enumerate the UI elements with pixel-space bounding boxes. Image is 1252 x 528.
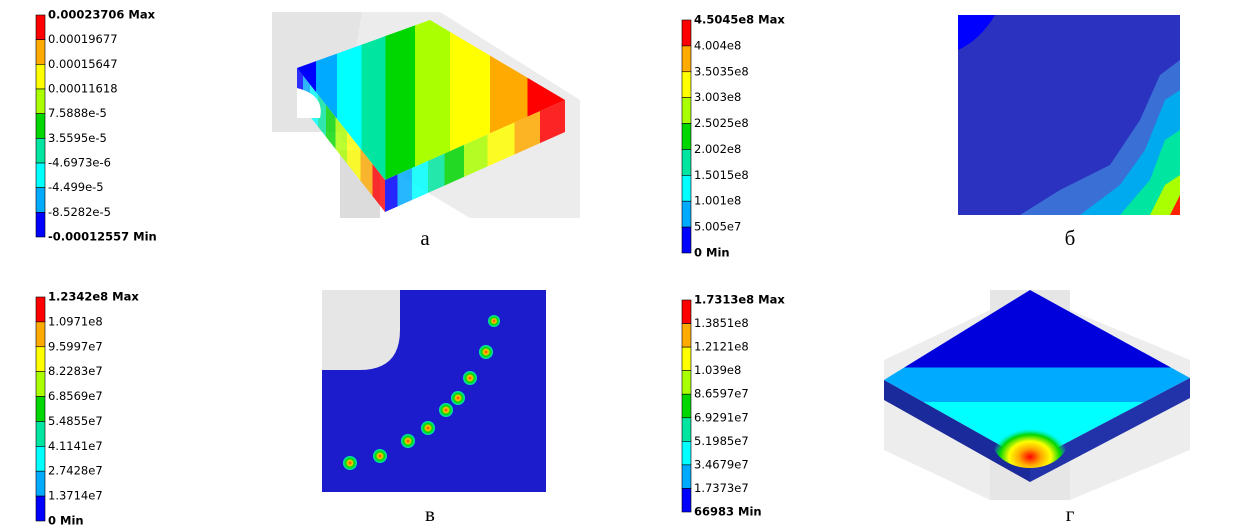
- legend-label: 3.003e8: [694, 90, 741, 104]
- legend-label: 1.3714e7: [48, 489, 103, 503]
- legend-label: 4.004e8: [694, 38, 741, 52]
- legend-label: 8.2283e7: [48, 364, 103, 378]
- legend-swatch: [682, 300, 691, 324]
- legend-label: 6.8569e7: [48, 389, 103, 403]
- legend-label: 0.00019677: [48, 32, 118, 46]
- legend-label: 3.5595e-5: [48, 131, 107, 145]
- legend-swatch: [682, 227, 691, 253]
- legend-label: 6.9291e7: [694, 410, 749, 424]
- legend-label: 1.2342e8 Max: [48, 290, 139, 304]
- legend-label: 1.3851e8: [694, 316, 749, 330]
- caption: в: [425, 502, 435, 526]
- legend-swatch: [36, 15, 45, 40]
- legend-swatch: [682, 149, 691, 175]
- legend-swatch: [36, 64, 45, 89]
- legend-label: 0.00023706 Max: [48, 8, 156, 22]
- caption: б: [1065, 226, 1076, 250]
- legend-label: 4.1141e7: [48, 439, 103, 453]
- legend-swatch: [36, 496, 45, 521]
- legend-label: 0 Min: [48, 514, 84, 528]
- caption: г: [1066, 502, 1075, 526]
- legend-swatch: [682, 394, 691, 418]
- legend-swatch: [682, 20, 691, 46]
- legend-label: 3.5035e8: [694, 64, 749, 78]
- caption: а: [420, 226, 430, 250]
- legend-label: 2.002e8: [694, 142, 741, 156]
- legend-label: 1.039e8: [694, 363, 741, 377]
- legend-label: 1.7373e7: [694, 481, 749, 495]
- legend-swatch: [36, 89, 45, 114]
- legend-label: 2.5025e8: [694, 116, 749, 130]
- legend-swatch: [36, 446, 45, 471]
- legend-swatch: [682, 465, 691, 489]
- legend-label: 7.5888e-5: [48, 106, 107, 120]
- legend-swatch: [36, 347, 45, 372]
- legend-swatch: [36, 163, 45, 188]
- legend-swatch: [682, 72, 691, 98]
- legend-label: 0 Min: [694, 246, 730, 260]
- legend-swatch: [36, 297, 45, 322]
- legend-swatch: [682, 46, 691, 72]
- image-c: [322, 290, 546, 492]
- legend-swatch: [682, 324, 691, 348]
- legend-swatch: [36, 212, 45, 237]
- image-a: [272, 12, 580, 218]
- legend-label: 1.2121e8: [694, 340, 749, 354]
- legend-swatch: [682, 175, 691, 201]
- legend-swatch: [36, 114, 45, 139]
- legend-swatch: [682, 347, 691, 371]
- legend-label: 8.6597e7: [694, 387, 749, 401]
- legend-swatch: [682, 371, 691, 395]
- legend-label: 9.5997e7: [48, 339, 103, 353]
- legend-swatch: [682, 124, 691, 150]
- legend-label: 3.4679e7: [694, 457, 749, 471]
- legend-swatch: [682, 98, 691, 124]
- legend-swatch: [682, 201, 691, 227]
- legend-label: 5.1985e7: [694, 434, 749, 448]
- legend-label: 1.001e8: [694, 194, 741, 208]
- legend-label: 5.4855e7: [48, 414, 103, 428]
- legend-label: 4.5045e8 Max: [694, 13, 785, 27]
- legend-label: 0.00011618: [48, 82, 118, 96]
- legend-swatch: [36, 40, 45, 65]
- legend-swatch: [36, 188, 45, 213]
- legend-label: 2.7428e7: [48, 464, 103, 478]
- legend-label: 66983 Min: [694, 505, 762, 519]
- legend-label: 0.00015647: [48, 57, 118, 71]
- legend-label: -8.5282e-5: [48, 205, 111, 219]
- image-d: [884, 290, 1190, 500]
- legend-swatch: [682, 418, 691, 442]
- legend-swatch: [36, 471, 45, 496]
- legend-swatch: [36, 322, 45, 347]
- image-b: [958, 15, 1180, 215]
- legend-label: 1.7313e8 Max: [694, 293, 785, 307]
- legend-label: -4.6973e-6: [48, 156, 111, 170]
- legend-label: 1.0971e8: [48, 314, 103, 328]
- legend-swatch: [36, 421, 45, 446]
- legend-label: 5.005e7: [694, 220, 741, 234]
- legend-swatch: [682, 488, 691, 512]
- legend-swatch: [682, 441, 691, 465]
- legend-label: 1.5015e8: [694, 168, 749, 182]
- figure: 0.00023706 Max 0.00019677 0.00015647 0.0001…: [0, 0, 1252, 528]
- legend-swatch: [36, 138, 45, 163]
- legend-swatch: [36, 397, 45, 422]
- legend-label: -4.499e-5: [48, 180, 104, 194]
- legend-label: -0.00012557 Min: [48, 230, 157, 244]
- legend-swatch: [36, 372, 45, 397]
